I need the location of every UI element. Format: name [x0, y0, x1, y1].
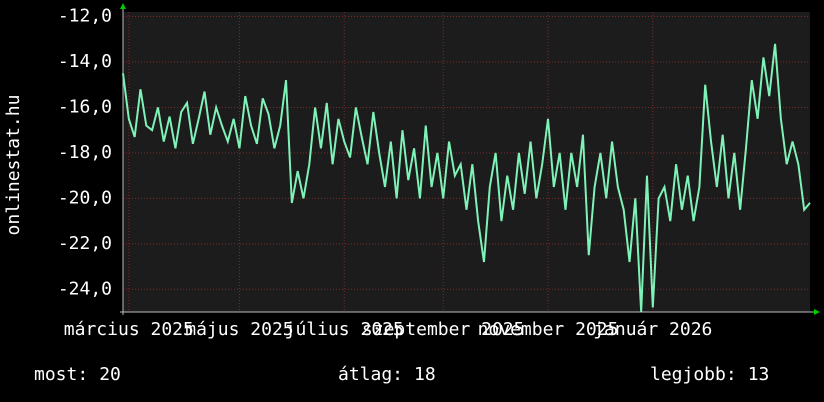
axis-arrow [120, 3, 126, 9]
stat-label: átlag: [338, 364, 403, 385]
plot-area [123, 12, 810, 312]
x-tick-label: május 2025 [185, 319, 293, 340]
y-tick-label: -18,0 [58, 142, 112, 163]
y-tick-label: -22,0 [58, 233, 112, 254]
x-tick-label: március 2025 [64, 319, 194, 340]
stat-value: 20 [99, 364, 121, 385]
stat-value: 13 [748, 364, 770, 385]
x-tick-label: január 2026 [593, 319, 712, 340]
stat-label: legjobb: [650, 364, 737, 385]
stat-label: most: [34, 364, 88, 385]
x-tick-label: szeptember 2025 [362, 319, 525, 340]
y-axis-label: onlinestat.hu [3, 95, 24, 236]
y-tick-label: -24,0 [58, 278, 112, 299]
y-tick-label: -12,0 [58, 6, 112, 27]
y-tick-label: -16,0 [58, 96, 112, 117]
y-tick-label: -14,0 [58, 51, 112, 72]
x-tick-label: július 2025 [285, 319, 404, 340]
stat-value: 18 [414, 364, 436, 385]
x-tick-label: november 2025 [478, 319, 619, 340]
y-tick-label: -20,0 [58, 187, 112, 208]
axis-arrow [814, 309, 820, 315]
data-line [122, 43, 811, 313]
